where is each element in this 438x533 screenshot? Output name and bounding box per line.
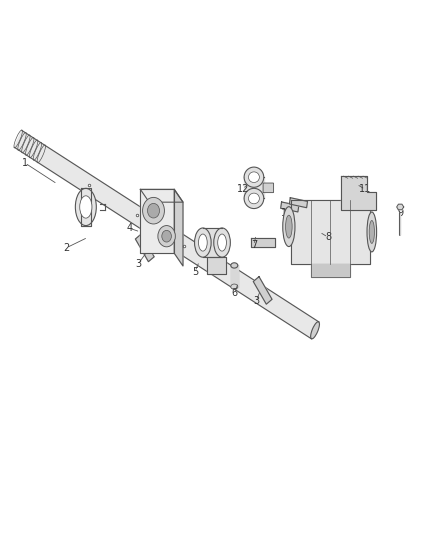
Text: 9: 9 bbox=[397, 208, 403, 219]
Ellipse shape bbox=[248, 193, 259, 204]
Polygon shape bbox=[141, 189, 174, 253]
Ellipse shape bbox=[283, 207, 295, 247]
Text: 6: 6 bbox=[231, 288, 237, 298]
Ellipse shape bbox=[248, 172, 259, 182]
Polygon shape bbox=[253, 277, 272, 304]
Ellipse shape bbox=[214, 228, 230, 257]
Ellipse shape bbox=[198, 234, 207, 251]
Polygon shape bbox=[251, 238, 275, 247]
Circle shape bbox=[158, 225, 175, 247]
Ellipse shape bbox=[244, 188, 264, 208]
Ellipse shape bbox=[75, 188, 96, 225]
Text: 12: 12 bbox=[237, 184, 249, 195]
Text: 2: 2 bbox=[63, 243, 69, 253]
Ellipse shape bbox=[311, 322, 319, 339]
Text: 1: 1 bbox=[21, 158, 28, 168]
Ellipse shape bbox=[369, 221, 374, 244]
Text: 7: 7 bbox=[251, 240, 257, 250]
Text: 3: 3 bbox=[135, 259, 141, 269]
Polygon shape bbox=[203, 228, 222, 257]
Polygon shape bbox=[135, 234, 154, 262]
Polygon shape bbox=[207, 257, 226, 274]
Polygon shape bbox=[281, 202, 299, 212]
Ellipse shape bbox=[194, 228, 211, 257]
Polygon shape bbox=[231, 265, 238, 287]
Ellipse shape bbox=[218, 234, 226, 251]
Polygon shape bbox=[291, 200, 370, 264]
Polygon shape bbox=[311, 264, 350, 277]
Text: 3: 3 bbox=[253, 296, 259, 306]
Polygon shape bbox=[290, 198, 307, 208]
Polygon shape bbox=[244, 177, 264, 198]
Text: 10: 10 bbox=[281, 208, 293, 219]
Polygon shape bbox=[341, 176, 376, 210]
Ellipse shape bbox=[231, 263, 238, 268]
Text: 8: 8 bbox=[325, 232, 331, 243]
Ellipse shape bbox=[244, 167, 264, 187]
Text: 11: 11 bbox=[359, 184, 371, 195]
Polygon shape bbox=[397, 204, 404, 209]
Circle shape bbox=[162, 230, 171, 242]
Polygon shape bbox=[174, 189, 183, 266]
Text: 5: 5 bbox=[192, 267, 198, 277]
Ellipse shape bbox=[367, 212, 377, 252]
Polygon shape bbox=[81, 188, 91, 225]
Polygon shape bbox=[141, 189, 183, 202]
Circle shape bbox=[148, 204, 159, 218]
Ellipse shape bbox=[80, 196, 92, 218]
Polygon shape bbox=[14, 131, 319, 339]
Ellipse shape bbox=[286, 215, 292, 238]
FancyBboxPatch shape bbox=[263, 183, 274, 192]
Circle shape bbox=[143, 197, 164, 224]
Text: 4: 4 bbox=[127, 223, 133, 233]
